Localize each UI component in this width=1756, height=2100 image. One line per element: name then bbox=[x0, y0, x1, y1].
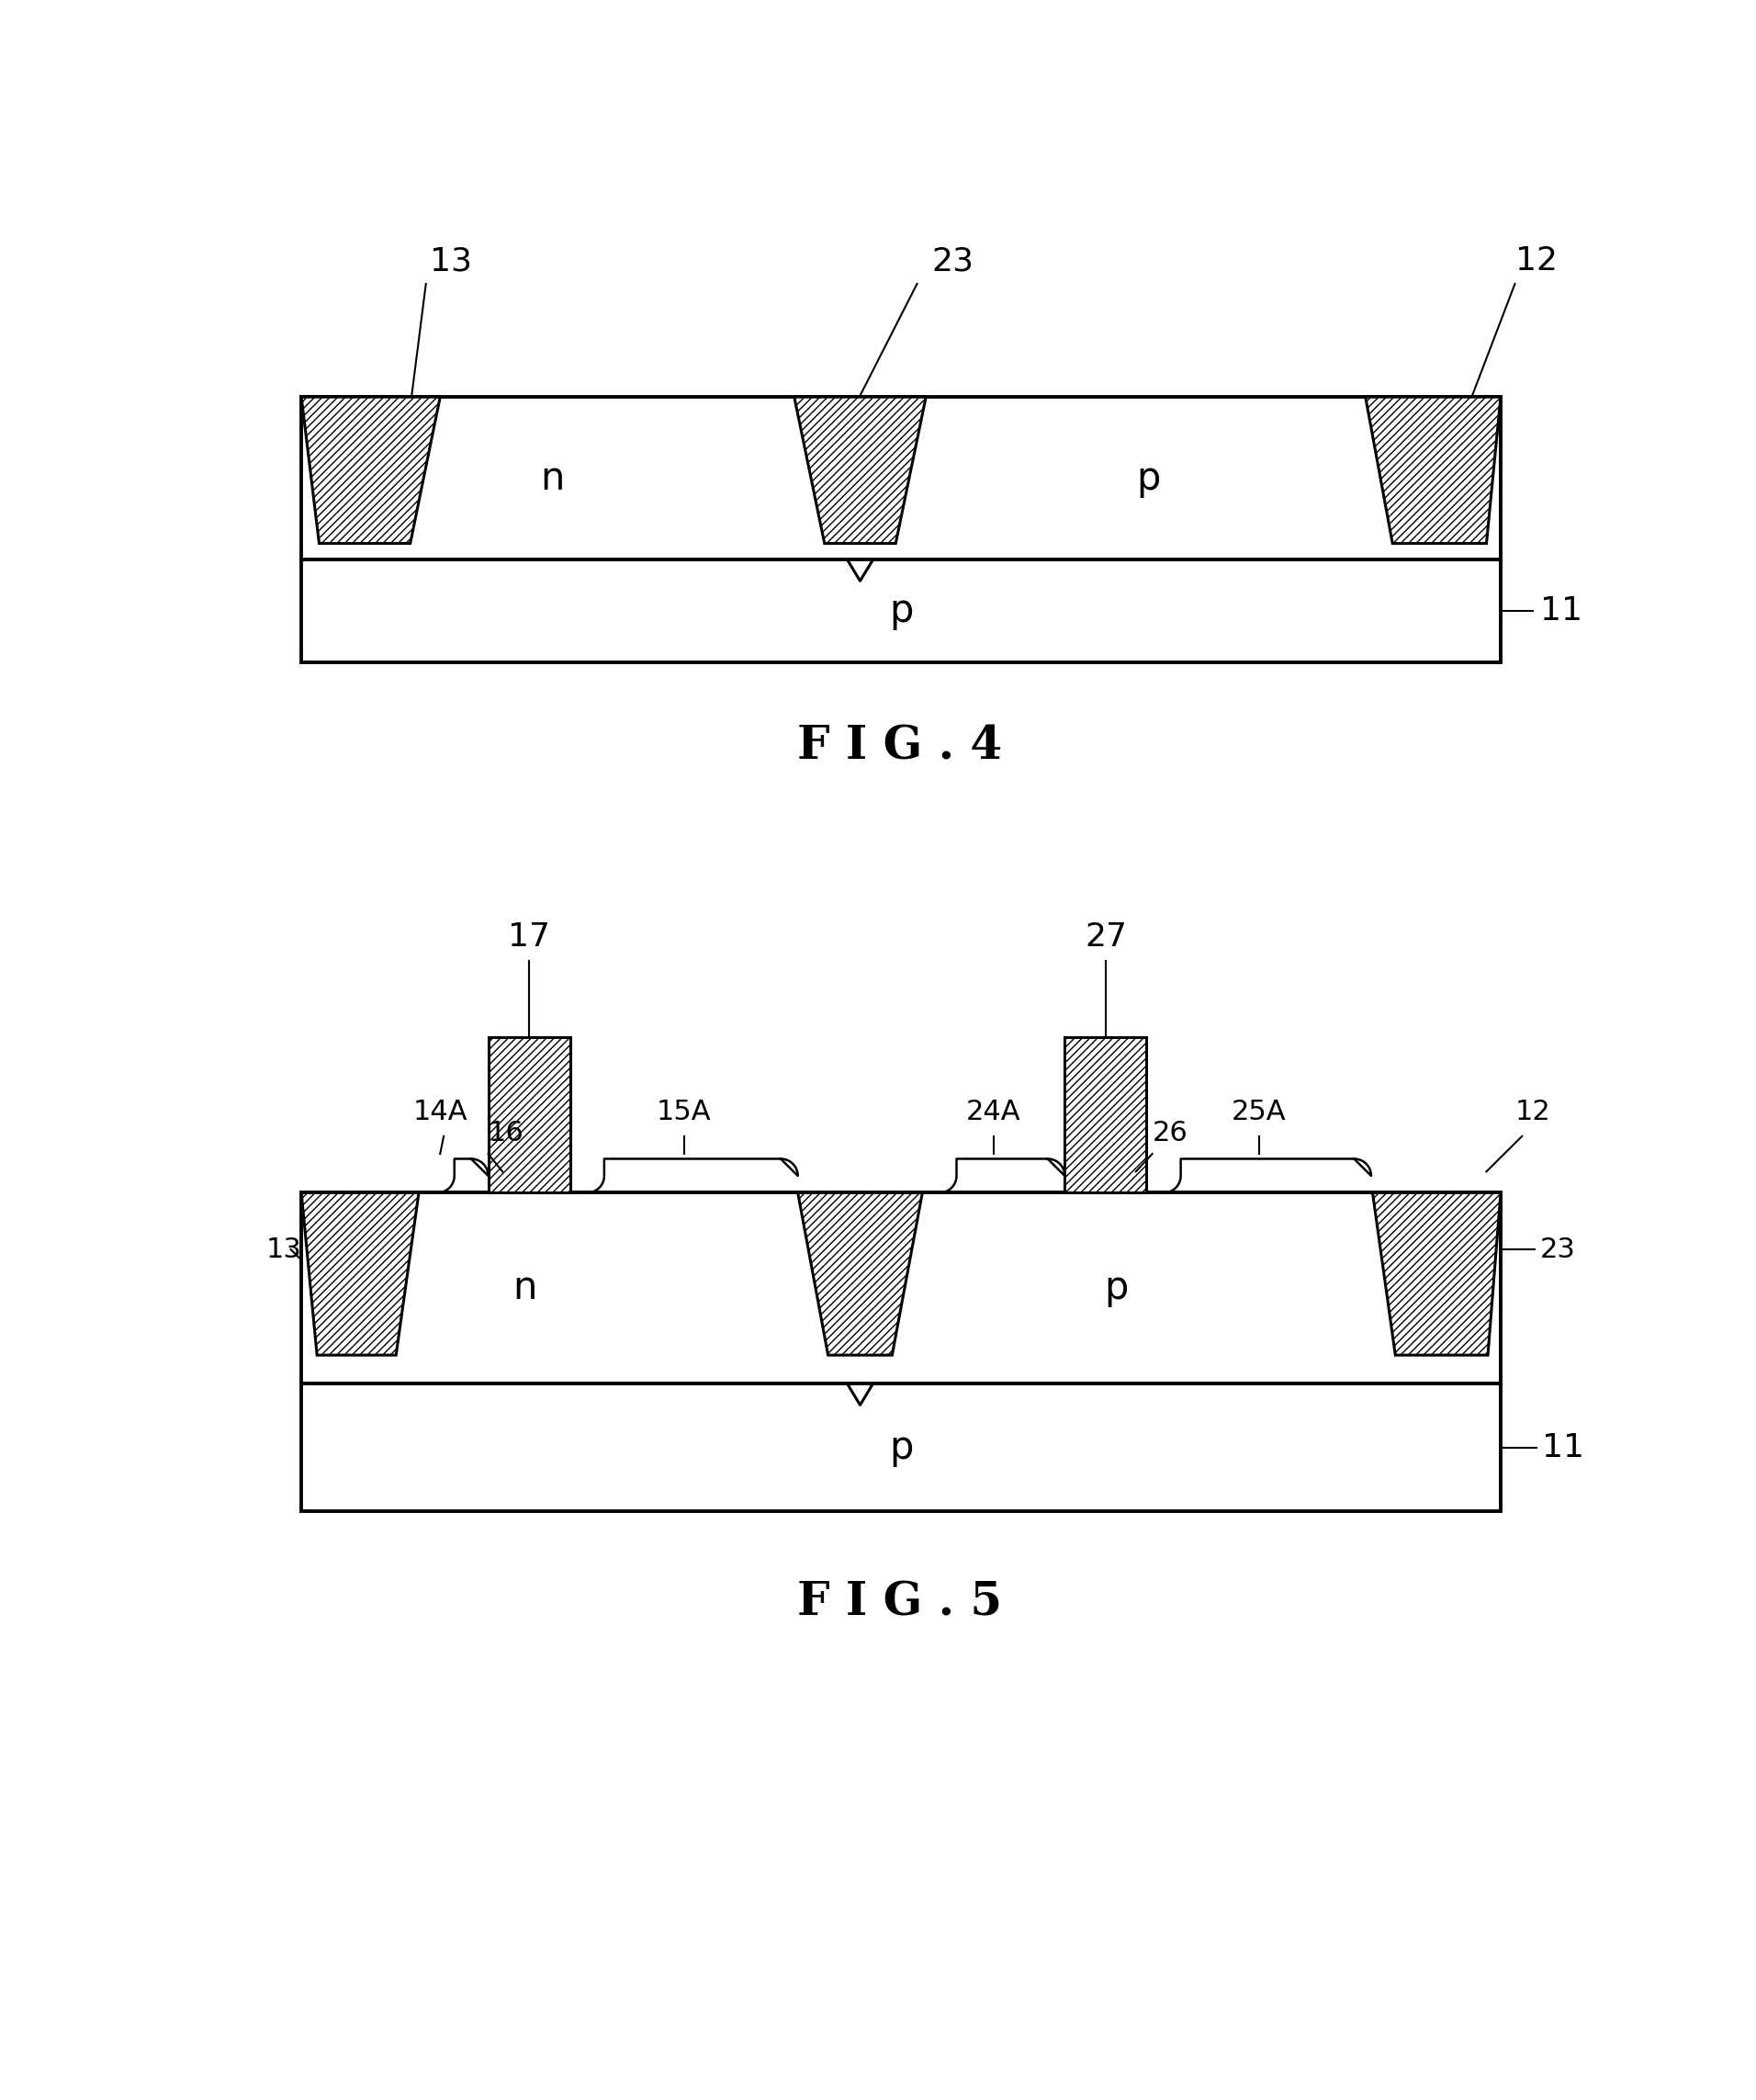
Text: F I G . 4: F I G . 4 bbox=[797, 724, 1003, 771]
Text: 27: 27 bbox=[1085, 922, 1127, 951]
Text: 23: 23 bbox=[931, 246, 975, 277]
Text: F I G . 5: F I G . 5 bbox=[797, 1581, 1003, 1625]
Text: 12: 12 bbox=[1515, 246, 1558, 277]
Text: 15A: 15A bbox=[657, 1098, 711, 1126]
Text: n: n bbox=[541, 460, 565, 498]
Polygon shape bbox=[797, 1193, 922, 1354]
Bar bbox=[302, 561, 1501, 662]
Text: 16: 16 bbox=[488, 1119, 523, 1147]
Polygon shape bbox=[1373, 1193, 1501, 1354]
Polygon shape bbox=[1366, 397, 1501, 544]
Text: 26: 26 bbox=[1152, 1119, 1187, 1147]
Bar bbox=[302, 1193, 1501, 1384]
Text: p: p bbox=[889, 592, 913, 630]
Text: 11: 11 bbox=[1540, 596, 1582, 626]
Bar bbox=[302, 397, 1501, 561]
Polygon shape bbox=[302, 1193, 418, 1354]
Bar bbox=[1064, 1037, 1147, 1193]
Text: 14A: 14A bbox=[413, 1098, 467, 1126]
Text: 11: 11 bbox=[1542, 1432, 1584, 1464]
Bar bbox=[488, 1037, 571, 1193]
Text: 23: 23 bbox=[1540, 1237, 1575, 1262]
Text: p: p bbox=[1136, 460, 1161, 498]
Text: 12: 12 bbox=[1515, 1098, 1551, 1126]
Text: 17: 17 bbox=[507, 922, 550, 951]
Text: 24A: 24A bbox=[966, 1098, 1020, 1126]
Text: 25A: 25A bbox=[1231, 1098, 1285, 1126]
Polygon shape bbox=[794, 397, 925, 544]
Text: 13: 13 bbox=[265, 1237, 302, 1262]
Polygon shape bbox=[302, 397, 441, 544]
Text: n: n bbox=[513, 1268, 537, 1308]
Text: p: p bbox=[1105, 1268, 1129, 1308]
Text: p: p bbox=[889, 1428, 913, 1466]
Bar bbox=[302, 1384, 1501, 1512]
Text: 13: 13 bbox=[430, 246, 472, 277]
